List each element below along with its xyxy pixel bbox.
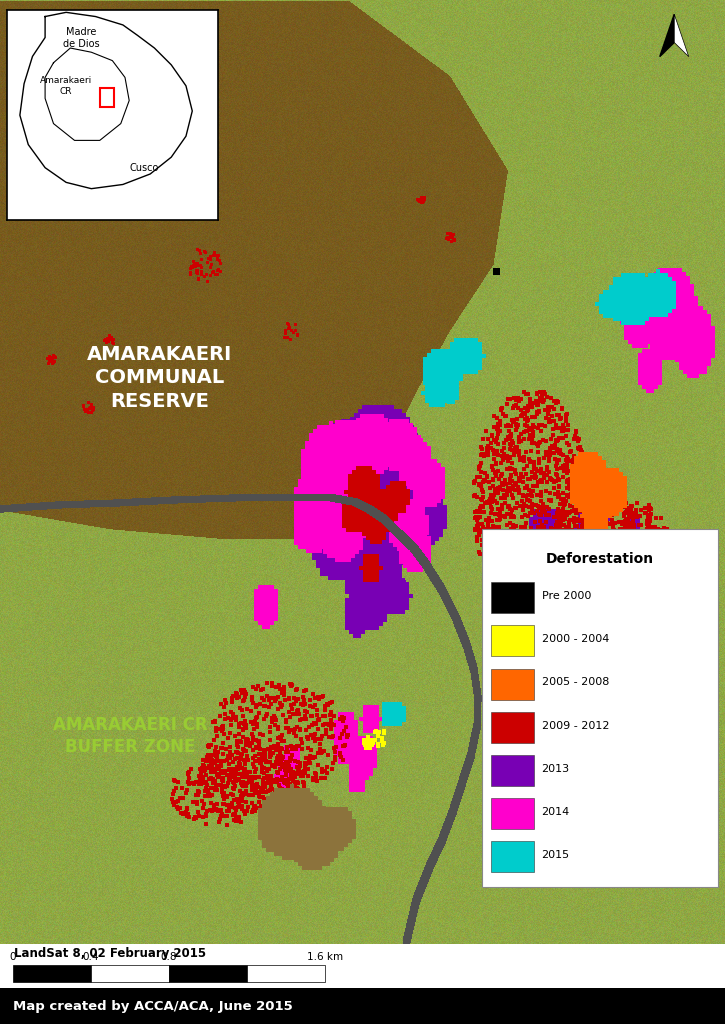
Text: Madre
de Dios: Madre de Dios (62, 27, 99, 48)
Text: 2015: 2015 (542, 850, 570, 860)
Polygon shape (660, 14, 674, 56)
Text: Amarakaeri
CR: Amarakaeri CR (40, 76, 92, 95)
Text: Deforestation: Deforestation (546, 552, 654, 566)
Bar (13, 965, 91, 982)
Bar (91, 965, 169, 982)
Bar (491, 669, 534, 699)
Polygon shape (674, 14, 689, 56)
Text: N: N (667, 0, 681, 3)
Text: 2000 - 2004: 2000 - 2004 (542, 634, 609, 644)
Text: 2005 - 2008: 2005 - 2008 (542, 678, 609, 687)
Bar (491, 755, 534, 786)
Bar (0, 988, 725, 1024)
Bar (482, 528, 718, 888)
Bar (491, 841, 534, 872)
Text: AMARAKAERI CR
BUFFER ZONE: AMARAKAERI CR BUFFER ZONE (53, 716, 208, 757)
Text: 2013: 2013 (542, 764, 570, 774)
Text: 2014: 2014 (542, 807, 570, 817)
Text: Cusco: Cusco (129, 163, 159, 173)
Bar (169, 965, 246, 982)
Text: LandSat 8, 02 February 2015: LandSat 8, 02 February 2015 (14, 947, 207, 961)
Bar (491, 583, 534, 613)
Text: Map created by ACCA/ACA, June 2015: Map created by ACCA/ACA, June 2015 (13, 999, 293, 1013)
Text: AMARAKAERI
COMMUNAL
RESERVE: AMARAKAERI COMMUNAL RESERVE (87, 345, 232, 411)
Text: Pre 2000: Pre 2000 (542, 591, 591, 601)
Text: 1.6 km: 1.6 km (307, 952, 343, 963)
Bar (247, 965, 325, 982)
Text: 0.4: 0.4 (83, 952, 99, 963)
Bar (491, 626, 534, 656)
Bar (100, 88, 115, 106)
Text: 0.8: 0.8 (161, 952, 177, 963)
Bar (491, 798, 534, 829)
Bar (491, 712, 534, 742)
Text: 0: 0 (10, 952, 16, 963)
Text: 2009 - 2012: 2009 - 2012 (542, 721, 609, 730)
